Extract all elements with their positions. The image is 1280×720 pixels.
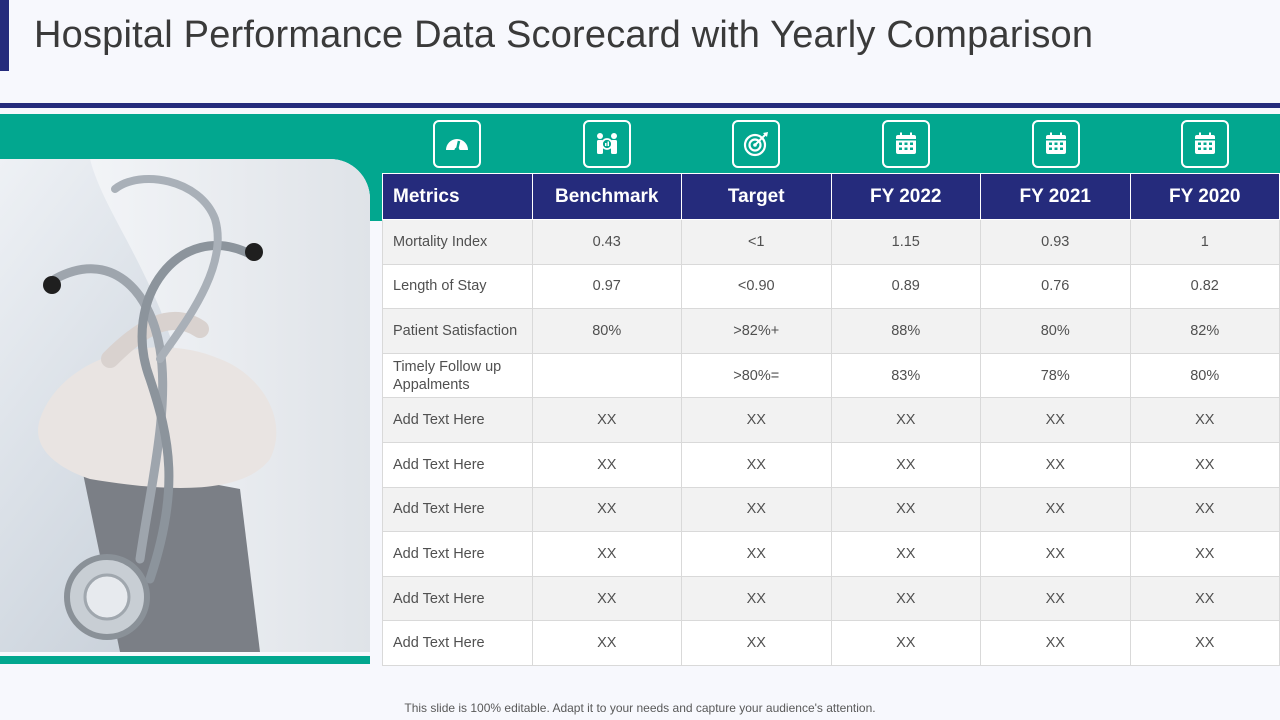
target-cell: XX xyxy=(681,620,832,666)
table-row: Add Text Here XX XX XX XX XX xyxy=(382,486,1280,533)
fy2020-cell: 1 xyxy=(1129,219,1280,265)
fy2022-cell: XX xyxy=(830,486,981,533)
fy2020-cell: XX xyxy=(1129,486,1280,533)
fy2021-cell: 80% xyxy=(980,308,1131,354)
fy2021-cell: XX xyxy=(980,397,1131,443)
fy2021-cell: XX xyxy=(980,486,1131,533)
fy2022-cell: XX xyxy=(830,397,981,443)
fy2022-cell: 88% xyxy=(830,308,981,354)
table-row: Add Text Here XX XX XX XX XX xyxy=(382,397,1280,443)
metric-cell: Patient Satisfaction xyxy=(382,308,533,354)
fy2021-cell: XX xyxy=(980,531,1131,577)
target-cell: >82%+ xyxy=(681,308,832,354)
target-cell: <0.90 xyxy=(681,263,832,310)
title-divider xyxy=(0,103,1280,108)
column-header: Metrics xyxy=(382,173,533,220)
fy2022-cell: 83% xyxy=(830,352,981,399)
metric-cell: Mortality Index xyxy=(382,219,533,265)
target-icon xyxy=(732,119,781,168)
table-row: Timely Follow up Appalments >80%= 83% 78… xyxy=(382,352,1280,399)
target-cell: XX xyxy=(681,575,832,622)
target-cell: XX xyxy=(681,441,832,488)
column-header: FY 2022 xyxy=(830,173,981,220)
column-header: FY 2020 xyxy=(1129,173,1280,220)
fy2020-cell: XX xyxy=(1129,620,1280,666)
metric-cell: Add Text Here xyxy=(382,531,533,577)
table-row: Add Text Here XX XX XX XX XX xyxy=(382,531,1280,577)
target-cell: >80%= xyxy=(681,352,832,399)
title-accent-bar xyxy=(0,0,9,71)
fy2021-cell: XX xyxy=(980,575,1131,622)
target-cell: XX xyxy=(681,531,832,577)
page-title: Hospital Performance Data Scorecard with… xyxy=(34,14,1094,56)
footer-note: This slide is 100% editable. Adapt it to… xyxy=(404,701,876,715)
metric-cell: Timely Follow up Appalments xyxy=(382,352,533,399)
benchmark-cell: 80% xyxy=(531,308,682,354)
calendar-icon xyxy=(1031,119,1080,168)
fy2022-cell: XX xyxy=(830,531,981,577)
table-row: Add Text Here XX XX XX XX XX xyxy=(382,441,1280,488)
benchmark-cell: 0.43 xyxy=(531,219,682,265)
team-icon xyxy=(582,119,631,168)
metric-cell: Add Text Here xyxy=(382,620,533,666)
fy2020-cell: 82% xyxy=(1129,308,1280,354)
benchmark-cell: XX xyxy=(531,397,682,443)
fy2020-cell: XX xyxy=(1129,531,1280,577)
fy2022-cell: XX xyxy=(830,441,981,488)
scorecard-table: Metrics Benchmark Target FY 2022 FY 2021… xyxy=(382,173,1280,666)
fy2020-cell: XX xyxy=(1129,575,1280,622)
fy2021-cell: XX xyxy=(980,441,1131,488)
table-row: Add Text Here XX XX XX XX XX xyxy=(382,575,1280,622)
table-row: Mortality Index 0.43 <1 1.15 0.93 1 xyxy=(382,219,1280,265)
icon-cell-fy2021 xyxy=(981,114,1131,173)
column-header: FY 2021 xyxy=(980,173,1131,220)
benchmark-cell: XX xyxy=(531,620,682,666)
fy2020-cell: 80% xyxy=(1129,352,1280,399)
table-header-row: Metrics Benchmark Target FY 2022 FY 2021… xyxy=(382,173,1280,220)
fy2020-cell: XX xyxy=(1129,441,1280,488)
icon-cell-target xyxy=(681,114,831,173)
icon-cell-metrics xyxy=(382,114,532,173)
metric-cell: Add Text Here xyxy=(382,441,533,488)
benchmark-cell: XX xyxy=(531,575,682,622)
metric-cell: Add Text Here xyxy=(382,575,533,622)
table-row: Length of Stay 0.97 <0.90 0.89 0.76 0.82 xyxy=(382,263,1280,310)
icon-cell-fy2020 xyxy=(1130,114,1280,173)
metric-cell: Length of Stay xyxy=(382,263,533,310)
calendar-icon xyxy=(1181,119,1230,168)
benchmark-cell: 0.97 xyxy=(531,263,682,310)
fy2022-cell: 1.15 xyxy=(830,219,981,265)
fy2022-cell: XX xyxy=(830,620,981,666)
target-cell: XX xyxy=(681,486,832,533)
metric-cell: Add Text Here xyxy=(382,486,533,533)
fy2021-cell: XX xyxy=(980,620,1131,666)
icon-cell-benchmark xyxy=(532,114,682,173)
gauge-icon xyxy=(432,119,481,168)
fy2021-cell: 0.76 xyxy=(980,263,1131,310)
target-cell: XX xyxy=(681,397,832,443)
icon-cell-fy2022 xyxy=(831,114,981,173)
fy2020-cell: XX xyxy=(1129,397,1280,443)
fy2022-cell: XX xyxy=(830,575,981,622)
column-icon-row xyxy=(382,114,1280,173)
metric-cell: Add Text Here xyxy=(382,397,533,443)
benchmark-cell xyxy=(531,352,682,399)
table-row: Add Text Here XX XX XX XX XX xyxy=(382,620,1280,666)
target-cell: <1 xyxy=(681,219,832,265)
column-header: Benchmark xyxy=(531,173,682,220)
column-header: Target xyxy=(681,173,832,220)
fy2022-cell: 0.89 xyxy=(830,263,981,310)
fy2020-cell: 0.82 xyxy=(1129,263,1280,310)
stethoscope-photo xyxy=(0,159,370,652)
table-row: Patient Satisfaction 80% >82%+ 88% 80% 8… xyxy=(382,308,1280,354)
fy2021-cell: 0.93 xyxy=(980,219,1131,265)
fy2021-cell: 78% xyxy=(980,352,1131,399)
calendar-icon xyxy=(881,119,930,168)
benchmark-cell: XX xyxy=(531,486,682,533)
benchmark-cell: XX xyxy=(531,531,682,577)
benchmark-cell: XX xyxy=(531,441,682,488)
teal-bottom-strip xyxy=(0,656,370,664)
